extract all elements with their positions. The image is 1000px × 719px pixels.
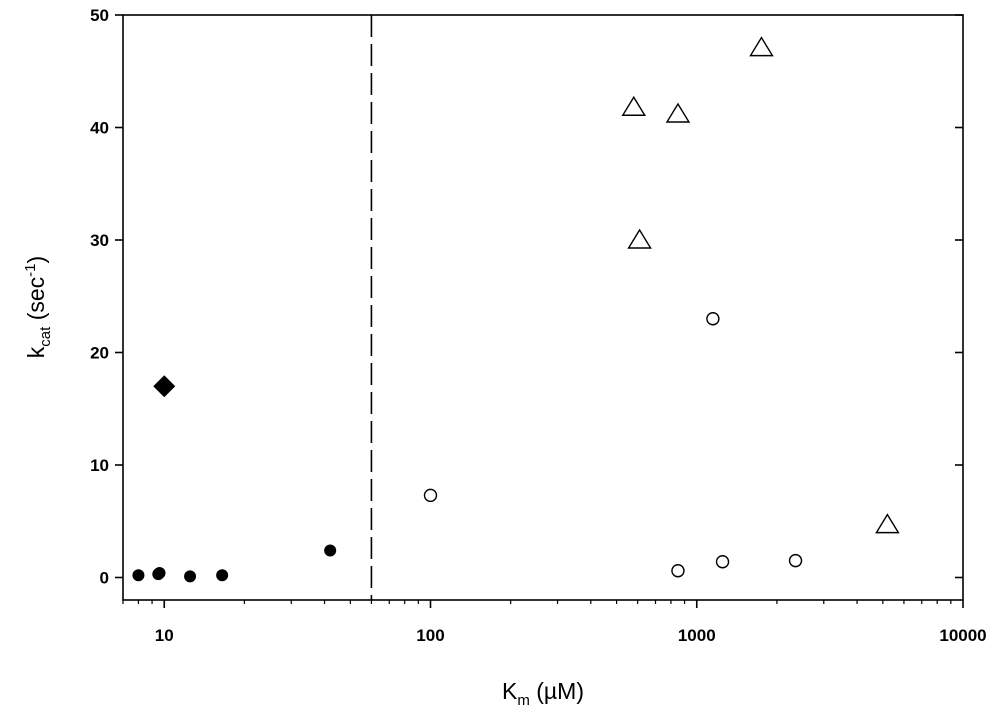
filled-circle-point <box>153 567 166 579</box>
x-tick-label: 10 <box>155 626 174 645</box>
plot-frame <box>122 14 964 601</box>
y-tick-label: 20 <box>90 344 109 363</box>
open-triangle-point <box>621 95 647 116</box>
filled-circle-point <box>132 569 145 582</box>
open-circle-point <box>423 488 438 503</box>
y-axis-title-subscript: cat <box>37 326 54 347</box>
x-tick-label: 1000 <box>678 626 716 645</box>
x-axis-title-main: K <box>502 678 518 704</box>
y-tick-label: 10 <box>90 456 109 475</box>
y-tick-label: 30 <box>90 231 109 250</box>
open-circle-point <box>706 312 720 326</box>
y-axis-title-main: k <box>23 346 49 358</box>
x-axis-title: Km (µM) <box>502 678 584 709</box>
x-tick-label: 10000 <box>939 626 986 645</box>
open-triangle-point <box>749 36 774 57</box>
y-axis-title: kcat (sec-1) <box>22 256 54 358</box>
y-tick-label: 0 <box>100 569 109 588</box>
open-circle-point <box>671 564 685 578</box>
y-axis-title-unit-end: ) <box>23 256 49 264</box>
open-triangle-point <box>627 228 652 249</box>
x-axis-title-subscript: m <box>517 692 530 709</box>
axis-tick-labels: 10 100 1000 10000 0 10 20 30 40 50 <box>90 6 987 645</box>
filled-circle-point <box>216 569 229 582</box>
open-triangle-point <box>875 513 900 534</box>
y-tick-label: 50 <box>90 6 109 25</box>
open-circle-point <box>715 555 730 569</box>
data-points <box>132 36 900 583</box>
y-axis-title-superscript: -1 <box>22 263 39 276</box>
axis-ticks <box>115 14 964 608</box>
open-triangle-point <box>665 102 691 123</box>
filled-circle-point <box>324 544 337 557</box>
y-tick-label: 40 <box>90 119 109 138</box>
x-axis-title-unit: (µM) <box>530 678 584 704</box>
x-tick-label: 100 <box>416 626 444 645</box>
open-circle-point <box>788 553 803 568</box>
y-axis-title-unit-start: (sec <box>23 277 49 327</box>
filled-diamond-point <box>153 375 176 398</box>
filled-circle-point <box>184 570 197 583</box>
